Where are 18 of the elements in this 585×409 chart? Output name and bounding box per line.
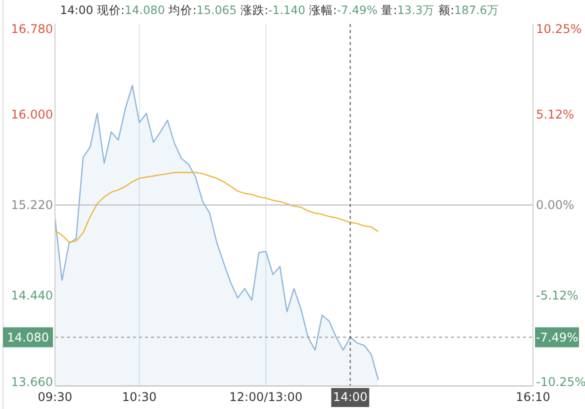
x-tick-label: 09:30 xyxy=(38,390,72,404)
y-tick-label: 15.220 xyxy=(11,198,53,212)
x-tick-label: 10:30 xyxy=(122,390,157,404)
y-tick-label: 16.780 xyxy=(11,22,53,36)
y2-tick-label: -10.25% xyxy=(536,375,585,389)
annotation: -7.49% xyxy=(536,330,578,344)
x-tick-label: 14:00 xyxy=(332,390,368,404)
y2-tick-label: 10.25% xyxy=(536,22,582,36)
y-tick-label: 13.660 xyxy=(11,375,53,389)
y2-tick-label: -5.12% xyxy=(536,288,578,302)
y-tick-label: 16.000 xyxy=(11,108,53,122)
chart-title: 14:00 现价:14.080 均价:15.065 涨跌:-1.140 涨幅:-7.49% 量:13.3万 额:187.6万 xyxy=(60,3,500,17)
y-tick-label: 14.440 xyxy=(11,288,53,302)
y2-tick-label: 0.00% xyxy=(536,198,574,212)
y2-tick-label: 5.12% xyxy=(536,108,574,122)
ref-line-label: 14.080 xyxy=(7,330,49,344)
x-tick-label: 12:00/13:00 xyxy=(229,390,302,404)
x-tick-label: 16:10 xyxy=(516,390,550,404)
